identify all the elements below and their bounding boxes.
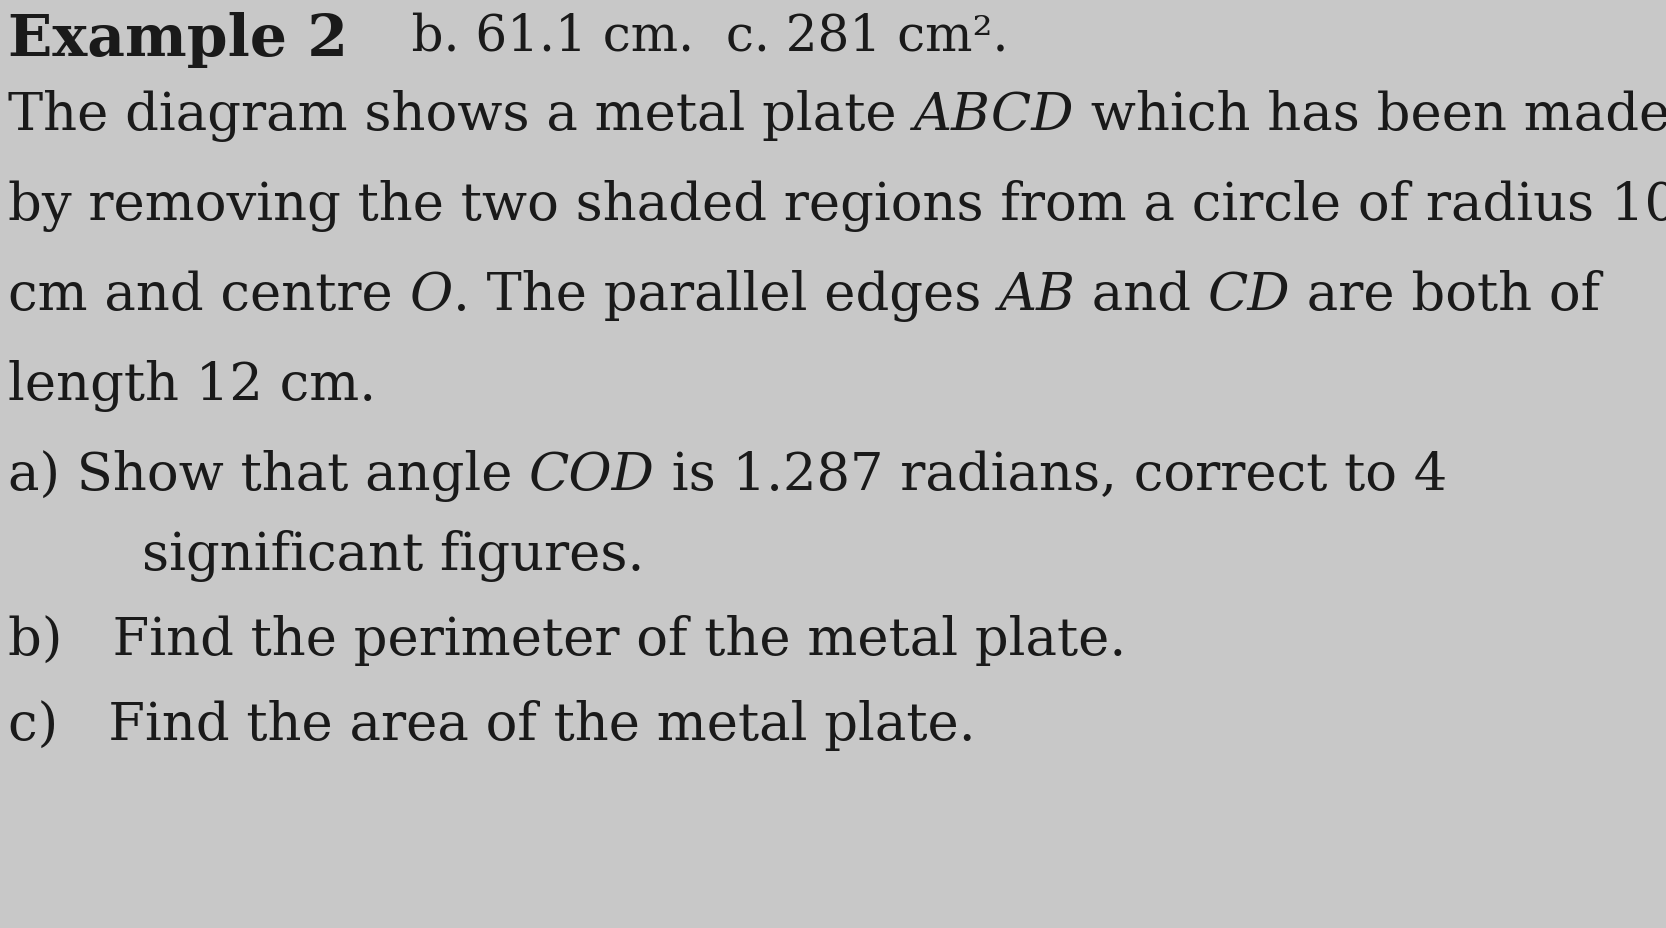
Text: b)   Find the perimeter of the metal plate.: b) Find the perimeter of the metal plate… bbox=[8, 614, 1126, 665]
Text: O: O bbox=[410, 270, 453, 321]
Text: is 1.287 radians, correct to 4: is 1.287 radians, correct to 4 bbox=[655, 449, 1448, 500]
Text: are both of: are both of bbox=[1289, 270, 1601, 321]
Text: b. 61.1 cm.  c. 281 cm².: b. 61.1 cm. c. 281 cm². bbox=[348, 12, 1008, 61]
Text: by removing the two shaded regions from a circle of radius 10: by removing the two shaded regions from … bbox=[8, 180, 1666, 232]
Text: a) Show that angle: a) Show that angle bbox=[8, 449, 530, 501]
Text: COD: COD bbox=[530, 449, 655, 500]
Text: AB: AB bbox=[998, 270, 1075, 321]
Text: ABCD: ABCD bbox=[913, 90, 1075, 141]
Text: significant figures.: significant figures. bbox=[8, 530, 645, 581]
Text: Example 2: Example 2 bbox=[8, 12, 348, 68]
Text: CD: CD bbox=[1208, 270, 1289, 321]
Text: c)   Find the area of the metal plate.: c) Find the area of the metal plate. bbox=[8, 699, 976, 750]
Text: The diagram shows a metal plate: The diagram shows a metal plate bbox=[8, 90, 913, 142]
Text: which has been made: which has been made bbox=[1075, 90, 1666, 141]
Text: and: and bbox=[1075, 270, 1208, 321]
Text: cm and centre: cm and centre bbox=[8, 270, 410, 321]
Text: length 12 cm.: length 12 cm. bbox=[8, 360, 377, 411]
Text: . The parallel edges: . The parallel edges bbox=[453, 270, 998, 322]
